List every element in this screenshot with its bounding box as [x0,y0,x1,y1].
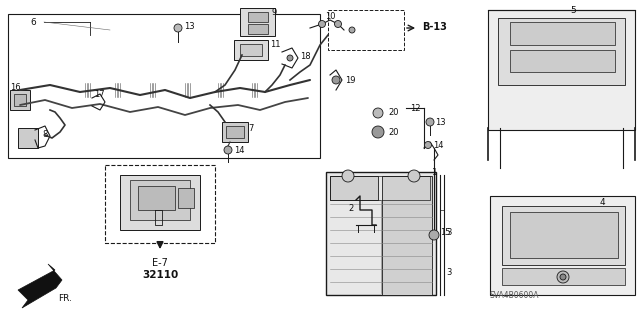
Text: 20: 20 [388,108,399,117]
Bar [222,122,248,142]
Circle shape [349,27,355,33]
Bar [328,10,404,50]
Bar [138,186,175,210]
Bar [510,22,615,45]
Circle shape [426,118,434,126]
Bar [120,175,200,230]
Circle shape [408,170,420,182]
Text: 7: 7 [248,124,253,133]
Text: 19: 19 [345,76,355,85]
Bar [498,18,625,85]
Text: 13: 13 [184,22,195,31]
Text: 10: 10 [325,12,335,21]
Bar [10,90,30,110]
Text: 14: 14 [234,146,244,155]
Text: 12: 12 [410,104,420,113]
Text: B-13: B-13 [422,22,447,32]
Bar [226,126,244,138]
Text: 2: 2 [348,204,353,213]
Circle shape [373,108,383,118]
Text: 32110: 32110 [142,270,178,280]
Text: 5: 5 [570,6,576,15]
Circle shape [332,76,340,84]
Text: 17: 17 [94,90,104,99]
Bar [490,196,635,295]
Bar [248,24,268,34]
Text: 3: 3 [446,228,451,237]
Text: 13: 13 [435,118,445,127]
Circle shape [224,146,232,154]
Circle shape [319,20,326,27]
Text: 20: 20 [388,128,399,137]
Text: 18: 18 [300,52,310,61]
Text: 15: 15 [440,228,451,237]
Bar [178,188,194,208]
Bar [248,12,268,22]
Bar [330,176,430,200]
Bar [330,176,378,200]
Bar [240,44,262,56]
Text: 9: 9 [272,8,277,17]
Circle shape [335,20,342,27]
Bar [130,180,190,220]
Text: 16: 16 [10,83,20,92]
Text: 1: 1 [432,168,438,177]
Bar [240,8,275,36]
Circle shape [560,274,566,280]
Text: E-7: E-7 [152,258,168,268]
Bar [326,172,436,295]
Text: 4: 4 [600,198,605,207]
Text: FR.: FR. [58,294,72,303]
Bar [502,206,625,265]
Text: 11: 11 [270,40,280,49]
Bar [8,14,320,158]
Bar [488,10,635,130]
Circle shape [372,126,384,138]
Bar [14,94,26,106]
Text: 3: 3 [446,268,451,277]
Polygon shape [18,264,62,308]
Text: 8: 8 [42,130,47,139]
Circle shape [429,230,439,240]
Text: SVA4B0600A: SVA4B0600A [490,291,540,300]
Circle shape [424,142,431,149]
Circle shape [287,55,293,61]
Bar [510,50,615,72]
Circle shape [342,170,354,182]
Bar [234,40,268,60]
Bar [502,268,625,285]
Circle shape [174,24,182,32]
Bar [510,212,618,258]
Bar [382,176,432,295]
Text: 6: 6 [30,18,36,27]
Circle shape [557,271,569,283]
Bar [105,165,215,243]
Text: 14: 14 [433,141,444,150]
Bar [18,128,38,148]
